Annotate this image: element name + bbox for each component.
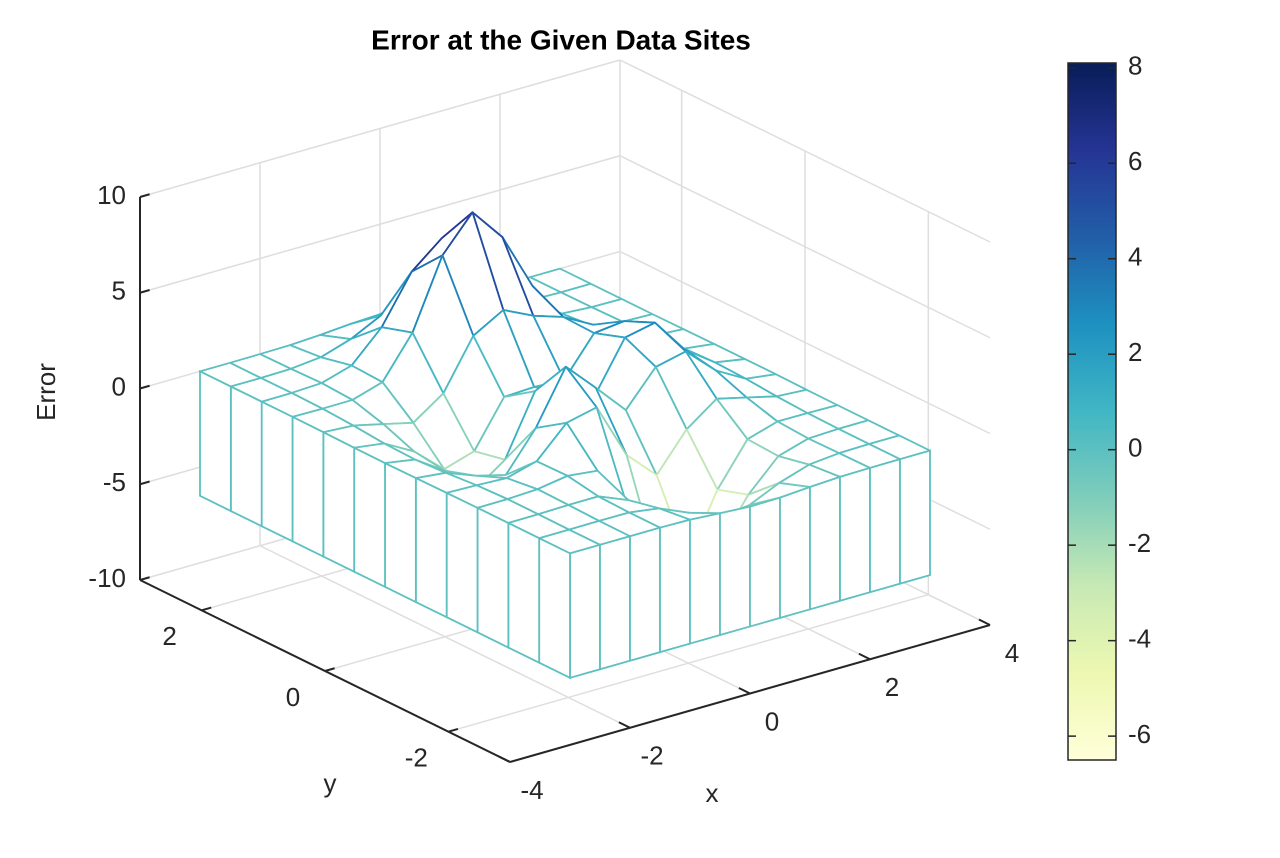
z-tick-label: 10 <box>97 180 126 210</box>
z-axis-label: Error <box>31 363 61 421</box>
x-tick-label: 0 <box>765 706 779 736</box>
y-tick-label: -2 <box>405 743 428 773</box>
curtain-panel <box>322 430 356 574</box>
curtain-panel <box>809 475 841 611</box>
colorbar-tick-label: -2 <box>1128 528 1151 558</box>
colorbar-tick-label: 6 <box>1128 146 1142 176</box>
x-tick-label: 4 <box>1005 638 1019 668</box>
x-tick-label: -4 <box>520 775 543 805</box>
chart-title: Error at the Given Data Sites <box>371 24 751 55</box>
curtain-panel <box>629 526 661 662</box>
grid-line <box>619 59 991 243</box>
x-tick-label: 2 <box>885 672 899 702</box>
curtain-panel <box>291 415 325 558</box>
x-tick-label: -2 <box>640 741 663 771</box>
z-tick <box>139 193 150 198</box>
curtain-panel <box>869 457 901 594</box>
curtain-panel <box>199 369 232 513</box>
colorbar-tick-label: 4 <box>1128 242 1142 272</box>
curtain-panel <box>260 400 294 543</box>
surface <box>199 211 931 567</box>
curtain-panel <box>445 491 479 634</box>
z-tick <box>139 480 150 486</box>
x-tick <box>738 687 751 695</box>
curtain-panel <box>719 505 751 637</box>
curtain-panel <box>507 521 541 665</box>
curtain-panel <box>384 461 417 604</box>
curtain <box>199 369 931 680</box>
x-tick <box>618 721 631 729</box>
z-tick-label: -5 <box>103 467 126 497</box>
curtain-panel <box>229 385 263 528</box>
curtain-panel <box>599 535 631 671</box>
z-tick <box>139 384 150 390</box>
y-tick <box>324 667 335 672</box>
y-tick <box>201 606 212 612</box>
x-tick <box>978 618 991 626</box>
curtain-panel <box>779 485 811 620</box>
curtain-panel <box>353 446 386 589</box>
colorbar-tick-label: -6 <box>1128 719 1151 749</box>
y-tick-label: 0 <box>286 682 300 712</box>
x-tick <box>858 652 871 661</box>
curtain-panel <box>569 543 601 680</box>
y-tick <box>448 727 459 733</box>
curtain-panel <box>749 496 781 628</box>
curtain-panel <box>839 466 871 602</box>
grid-line <box>139 59 621 198</box>
y-tick-label: 2 <box>162 621 176 651</box>
grid-line <box>619 250 991 435</box>
curtain-panel <box>659 518 691 654</box>
axes: -4 -2 0 2 4 -2 0 2 -10 -5 0 5 10 <box>88 180 1019 805</box>
colorbar-tick-label: 8 <box>1128 51 1142 81</box>
curtain-panel <box>899 449 931 585</box>
colorbar-tick-label: 0 <box>1128 433 1142 463</box>
z-tick <box>139 576 150 581</box>
curtain-panel <box>538 536 571 680</box>
grid-line <box>619 155 991 339</box>
x-axis-label: x <box>706 778 719 808</box>
colorbar-scale <box>1067 62 1117 761</box>
curtain-panel <box>689 512 721 645</box>
curtain-panel <box>414 476 448 619</box>
curtain-panel <box>476 506 510 649</box>
z-tick-label: -10 <box>88 563 126 593</box>
grid-line <box>448 593 929 733</box>
colorbar-tick-label: -4 <box>1128 624 1151 654</box>
colorbar-tick-label: 2 <box>1128 337 1142 367</box>
grid-line <box>139 155 621 294</box>
z-tick-label: 0 <box>112 371 126 401</box>
colorbar: -6 -4 -2 0 2 4 6 8 <box>1067 51 1151 761</box>
y-axis-label: y <box>324 768 337 798</box>
x-tick <box>498 755 511 763</box>
z-tick-label: 5 <box>112 276 126 306</box>
z-tick <box>139 289 150 294</box>
